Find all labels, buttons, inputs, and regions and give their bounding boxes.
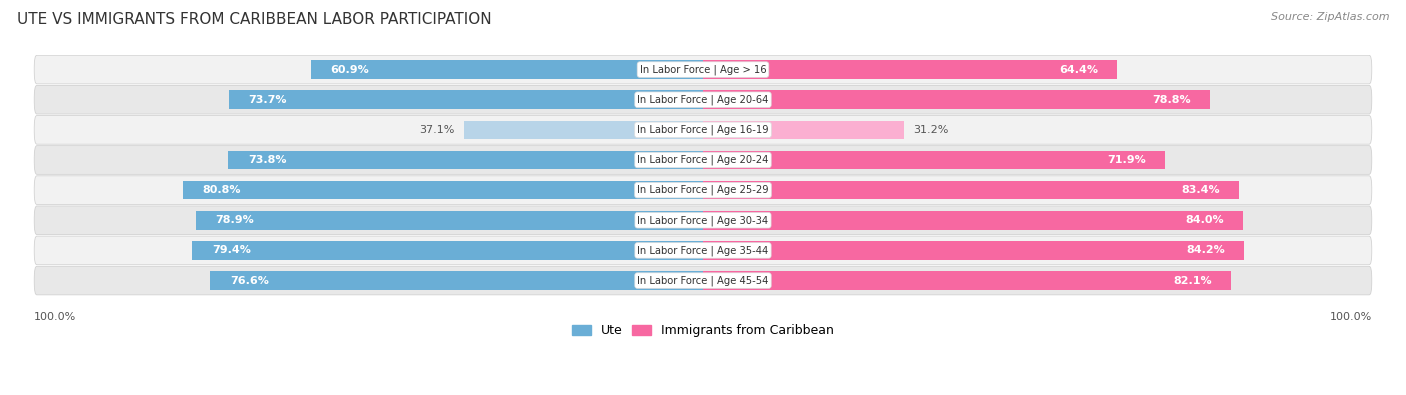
Bar <box>195 211 703 229</box>
Text: Source: ZipAtlas.com: Source: ZipAtlas.com <box>1271 12 1389 22</box>
Bar <box>703 271 1230 290</box>
Text: 76.6%: 76.6% <box>229 276 269 286</box>
Text: 37.1%: 37.1% <box>419 125 454 135</box>
Text: 64.4%: 64.4% <box>1059 64 1098 75</box>
Text: 31.2%: 31.2% <box>914 125 949 135</box>
Text: In Labor Force | Age 25-29: In Labor Force | Age 25-29 <box>637 185 769 196</box>
Text: 73.7%: 73.7% <box>249 95 287 105</box>
Text: In Labor Force | Age 20-64: In Labor Force | Age 20-64 <box>637 94 769 105</box>
Text: UTE VS IMMIGRANTS FROM CARIBBEAN LABOR PARTICIPATION: UTE VS IMMIGRANTS FROM CARIBBEAN LABOR P… <box>17 12 492 27</box>
Text: 71.9%: 71.9% <box>1108 155 1146 165</box>
FancyBboxPatch shape <box>34 206 1372 235</box>
Legend: Ute, Immigrants from Caribbean: Ute, Immigrants from Caribbean <box>567 320 839 342</box>
FancyBboxPatch shape <box>34 116 1372 144</box>
FancyBboxPatch shape <box>34 85 1372 114</box>
Bar <box>703 120 904 139</box>
Bar <box>193 241 703 260</box>
Bar <box>703 181 1239 199</box>
Text: 78.8%: 78.8% <box>1152 95 1191 105</box>
Text: In Labor Force | Age 20-24: In Labor Force | Age 20-24 <box>637 155 769 165</box>
Bar <box>183 181 703 199</box>
Text: 60.9%: 60.9% <box>330 64 370 75</box>
Bar <box>228 150 703 169</box>
Text: 79.4%: 79.4% <box>212 245 250 256</box>
FancyBboxPatch shape <box>34 266 1372 295</box>
Text: 78.9%: 78.9% <box>215 215 253 225</box>
Text: 73.8%: 73.8% <box>247 155 287 165</box>
Text: In Labor Force | Age 35-44: In Labor Force | Age 35-44 <box>637 245 769 256</box>
FancyBboxPatch shape <box>34 176 1372 205</box>
Bar <box>311 60 703 79</box>
Text: 84.2%: 84.2% <box>1187 245 1225 256</box>
Bar <box>211 271 703 290</box>
Text: In Labor Force | Age > 16: In Labor Force | Age > 16 <box>640 64 766 75</box>
Text: 100.0%: 100.0% <box>1330 312 1372 322</box>
Bar <box>464 120 703 139</box>
Text: In Labor Force | Age 45-54: In Labor Force | Age 45-54 <box>637 275 769 286</box>
Text: 100.0%: 100.0% <box>34 312 76 322</box>
Text: In Labor Force | Age 16-19: In Labor Force | Age 16-19 <box>637 124 769 135</box>
Text: 84.0%: 84.0% <box>1185 215 1223 225</box>
FancyBboxPatch shape <box>34 236 1372 265</box>
Bar <box>229 90 703 109</box>
Bar <box>703 211 1243 229</box>
FancyBboxPatch shape <box>34 146 1372 174</box>
Text: 83.4%: 83.4% <box>1181 185 1220 195</box>
Text: 82.1%: 82.1% <box>1173 276 1212 286</box>
Bar <box>703 241 1244 260</box>
Text: 80.8%: 80.8% <box>202 185 242 195</box>
Bar <box>703 150 1166 169</box>
Bar <box>703 90 1209 109</box>
Text: In Labor Force | Age 30-34: In Labor Force | Age 30-34 <box>637 215 769 226</box>
FancyBboxPatch shape <box>34 55 1372 84</box>
Bar <box>703 60 1118 79</box>
